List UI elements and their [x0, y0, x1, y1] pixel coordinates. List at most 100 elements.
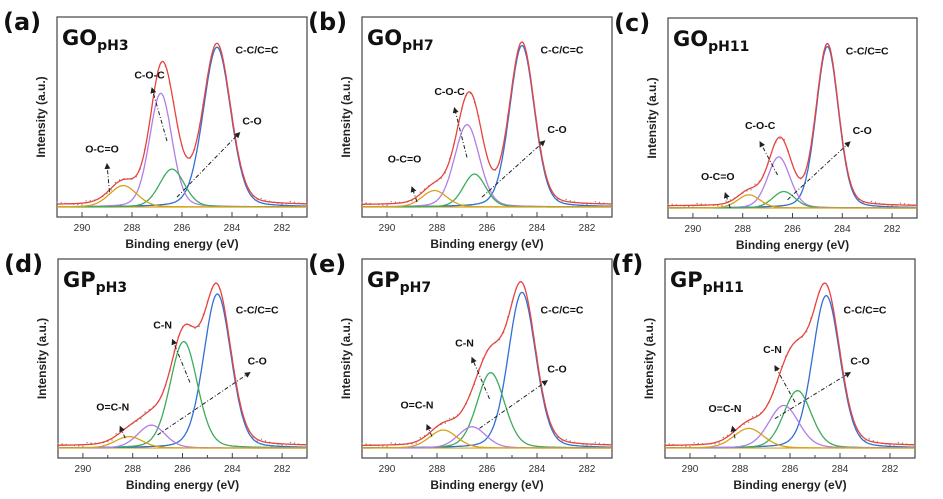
x-tick-label: 284	[529, 464, 546, 475]
data-point	[293, 201, 296, 203]
panel-letter: (b)	[308, 8, 347, 36]
data-point	[754, 183, 756, 185]
data-point	[897, 441, 899, 444]
x-tick-label: 284	[834, 224, 851, 235]
data-point	[594, 201, 596, 203]
data-point	[899, 202, 902, 204]
data-point	[114, 181, 117, 184]
annotation-arrow	[723, 192, 731, 209]
component-curve-c-c-c-c	[665, 294, 916, 449]
data-point	[561, 201, 563, 203]
data-point	[864, 439, 866, 442]
data-point	[264, 440, 267, 442]
data-point	[561, 440, 563, 442]
data-point	[281, 444, 283, 446]
x-axis-title: Binding energy (eV)	[125, 237, 238, 251]
data-point	[415, 442, 417, 444]
x-axis-title: Binding energy (eV)	[736, 238, 849, 252]
data-point	[90, 442, 92, 444]
data-point	[598, 201, 601, 204]
data-point	[868, 438, 870, 440]
data-point	[692, 206, 694, 208]
x-axis-title: Binding energy (eV)	[430, 478, 543, 492]
envelope-fit-curve	[362, 41, 612, 205]
x-tick-label: 288	[429, 223, 446, 234]
y-axis-title: Intensity (a.u.)	[339, 76, 353, 157]
data-point	[419, 437, 421, 439]
data-point	[685, 445, 687, 447]
data-point	[721, 205, 723, 207]
data-point	[668, 443, 670, 445]
data-point	[394, 201, 396, 203]
x-axis-title: Binding energy (eV)	[733, 478, 846, 492]
component-curve-o-c-n	[58, 435, 307, 449]
x-tick-label: 288	[732, 464, 749, 475]
sample-title: GOpH7	[367, 26, 434, 54]
data-point	[693, 442, 695, 444]
data-point	[89, 200, 92, 202]
data-point	[569, 200, 571, 202]
annotation-arrow	[119, 425, 126, 439]
peak-label: C-O	[242, 116, 261, 128]
peak-label: C-O	[547, 364, 566, 376]
data-point	[386, 204, 388, 207]
sample-title-main: GO	[367, 26, 402, 50]
component-curve-o-c-o	[668, 194, 917, 209]
x-tick-label: 290	[74, 223, 91, 234]
data-point	[382, 445, 384, 447]
peak-label: C-O-C	[434, 86, 465, 98]
data-point	[198, 325, 200, 328]
x-tick-label: 284	[529, 223, 546, 234]
data-point	[565, 438, 567, 441]
data-point	[386, 446, 388, 448]
y-axis-title: Intensity (a.u.)	[339, 318, 353, 399]
data-point	[264, 199, 266, 201]
annotation-arrow	[787, 141, 851, 201]
x-tick-label: 290	[75, 464, 92, 475]
annotation-arrow	[426, 423, 433, 437]
annotation-arrow	[730, 425, 737, 439]
component-curve-o-c-o	[57, 184, 307, 208]
chart-panel-a: 290 288 286 284 282 Binding energy (eV) Intens…	[3, 8, 308, 251]
data-point	[382, 204, 384, 206]
data-point	[700, 203, 702, 205]
data-point	[870, 200, 873, 203]
peak-label: C-C/C=C	[846, 46, 889, 58]
data-point	[57, 442, 59, 445]
x-tick-label: 282	[579, 464, 596, 475]
x-axis-title: Binding energy (eV)	[430, 237, 543, 251]
sample-title-main: GO	[62, 26, 97, 50]
sample-title-main: GO	[673, 27, 708, 51]
data-point	[140, 418, 142, 420]
component-curve-o-c-n	[665, 427, 915, 449]
data-point	[664, 442, 666, 445]
data-point	[419, 191, 421, 193]
data-point	[747, 421, 749, 423]
peak-label: O=C-N	[401, 400, 434, 412]
data-point	[260, 438, 263, 440]
panel-letter: (d)	[4, 250, 43, 278]
sample-title-subscript: pH3	[97, 38, 128, 54]
data-point	[390, 201, 392, 203]
peak-label: C-O	[547, 124, 566, 136]
x-tick-label: 290	[379, 223, 396, 234]
data-point	[750, 189, 752, 191]
peak-label: C-C/C=C	[844, 305, 887, 317]
peak-label: C-N	[455, 337, 474, 349]
data-point	[714, 443, 716, 445]
component-curve-c-c-c-c	[58, 293, 307, 449]
data-point	[696, 202, 698, 205]
peak-label: O=C-N	[96, 401, 129, 413]
data-point	[874, 201, 877, 204]
data-point	[86, 442, 88, 444]
peak-label: C-C/C=C	[236, 305, 279, 317]
peak-label: C-O-C	[745, 120, 776, 132]
data-point	[111, 439, 113, 441]
data-point	[901, 442, 904, 444]
data-point	[444, 422, 446, 424]
peak-label: C-N	[153, 319, 172, 331]
data-point	[144, 411, 146, 413]
y-axis-title: Intensity (a.u.)	[35, 318, 49, 399]
data-point	[722, 436, 724, 439]
data-point	[361, 201, 363, 204]
